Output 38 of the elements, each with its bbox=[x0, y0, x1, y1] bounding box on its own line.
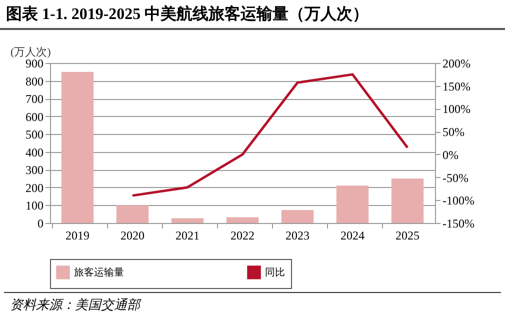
y2-tick-label: -50% bbox=[442, 170, 468, 185]
y-tick-label: 300 bbox=[26, 163, 44, 178]
y2-tick-label: 50% bbox=[442, 125, 464, 140]
bar bbox=[336, 186, 369, 223]
y-tick-label: 800 bbox=[26, 74, 44, 88]
x-tick-label: 2025 bbox=[396, 228, 420, 242]
y2-tick-label: 0% bbox=[442, 148, 458, 162]
y-tick-label: 900 bbox=[26, 56, 44, 70]
bar bbox=[171, 218, 204, 223]
legend-label: 旅客运输量 bbox=[74, 266, 124, 278]
bar bbox=[116, 205, 149, 223]
y2-tick-label: -100% bbox=[442, 194, 474, 208]
chart-title: 图表 1-1. 2019-2025 中美航线旅客运输量（万人次） bbox=[0, 0, 505, 30]
y-tick-label: 100 bbox=[26, 198, 44, 213]
x-tick-label: 2024 bbox=[340, 228, 364, 242]
y-tick-label: 400 bbox=[26, 145, 44, 160]
y-tick-label: 500 bbox=[26, 128, 44, 142]
x-tick-label: 2020 bbox=[120, 228, 144, 242]
bar bbox=[226, 217, 259, 223]
x-tick-label: 2023 bbox=[286, 228, 310, 242]
y-tick-label: 200 bbox=[26, 180, 44, 195]
y-tick-label: 600 bbox=[26, 110, 44, 124]
x-tick-label: 2022 bbox=[230, 228, 254, 242]
y2-tick-label: 100% bbox=[442, 102, 470, 116]
bar bbox=[281, 210, 314, 223]
y2-tick-label: 150% bbox=[442, 79, 470, 94]
bar bbox=[391, 178, 424, 223]
y2-tick-label: -150% bbox=[442, 216, 474, 230]
text: 资料来源：美国交通部 bbox=[4, 292, 501, 317]
legend-label: 同比 bbox=[265, 266, 285, 278]
bar bbox=[61, 72, 94, 223]
y-axis-title: (万人次) bbox=[10, 46, 52, 58]
line-series bbox=[131, 73, 409, 197]
y-tick-label: 0 bbox=[38, 216, 44, 230]
x-tick-label: 2019 bbox=[66, 228, 90, 242]
y-tick-label: 700 bbox=[26, 92, 44, 106]
x-tick-label: 2021 bbox=[176, 228, 200, 242]
y2-tick-label: 200% bbox=[442, 56, 470, 70]
